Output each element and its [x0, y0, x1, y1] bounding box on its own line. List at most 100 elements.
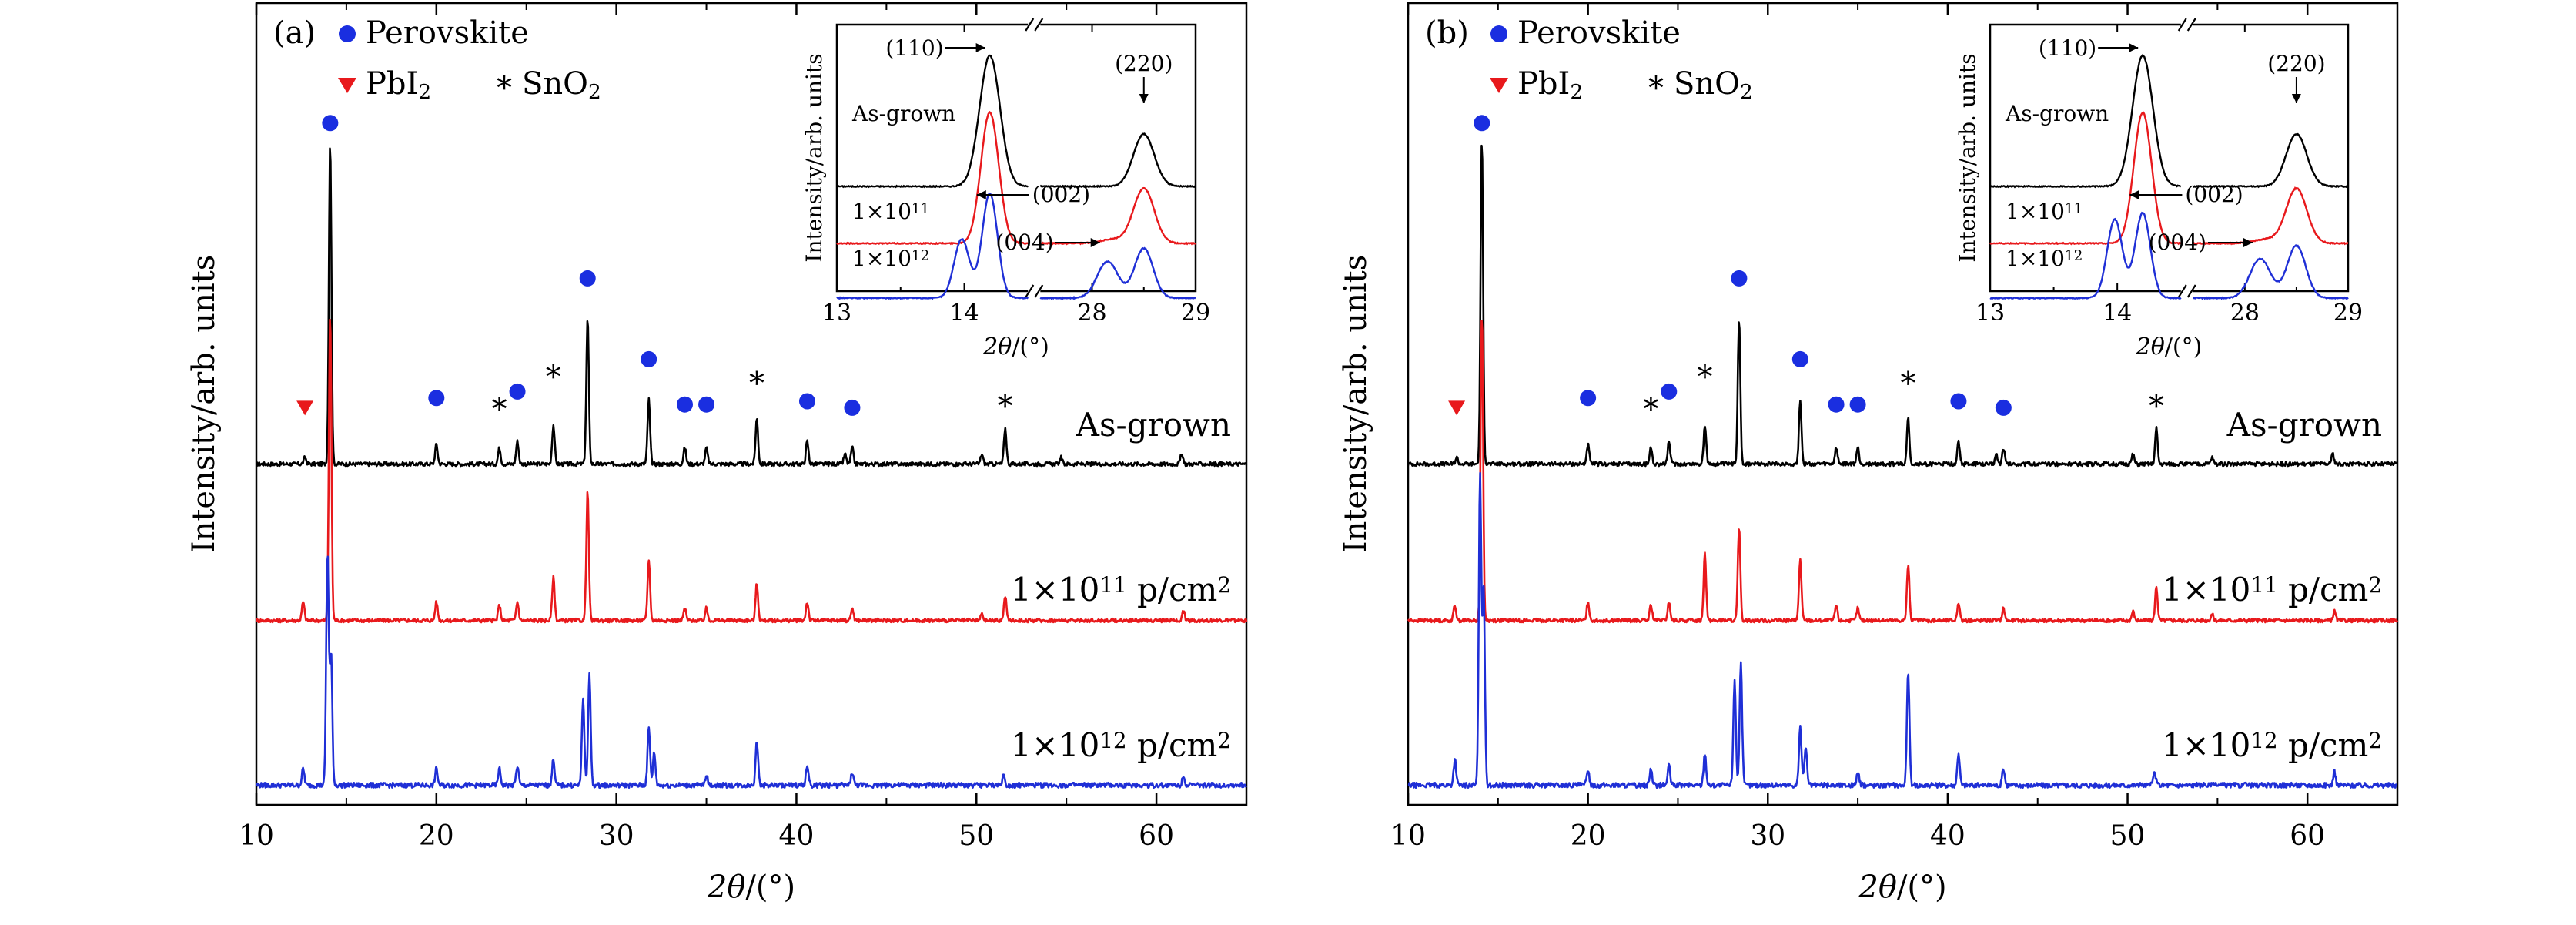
inset-arrow-004-head	[2243, 238, 2253, 247]
series-line-0	[256, 147, 1248, 468]
axis-break-mark	[1025, 284, 1035, 298]
y-axis-label: Intensity/arb. units	[1338, 255, 1373, 553]
sno2-marker: *	[998, 389, 1013, 424]
inset: 13 14 28 29 2θ/(°) Intensity/arb. units As-gro…	[801, 18, 1210, 360]
panel-a: 10 20 30 40 50 60 2θ/(°) Intensity/arb. units (a…	[186, 2, 1248, 905]
inset-x-axis-label: 2θ/(°)	[982, 333, 1049, 360]
x-tick-label: 30	[1750, 820, 1785, 852]
x-axis-label: 2θ/(°)	[1858, 870, 1946, 905]
inset-frame	[1989, 23, 2350, 293]
sno2-marker: *	[492, 392, 507, 427]
x-tick-label: 30	[599, 820, 634, 852]
pbi2-marker	[296, 400, 314, 416]
perovskite-marker	[698, 396, 715, 413]
inset-x-tick-label: 29	[2333, 300, 2363, 327]
axis-break-mark	[1025, 18, 1035, 32]
inset-annotation-110: (110)	[885, 35, 943, 61]
inset-series-label-1: 1×1011	[2006, 199, 2083, 224]
inset-x-tick-label: 13	[1975, 300, 2005, 327]
legend-sno2-marker: *	[497, 71, 512, 106]
legend-perovskite-marker	[339, 25, 356, 42]
series-label-2: 1×1012 p/cm2	[2162, 726, 2382, 764]
sno2-marker: *	[546, 360, 561, 395]
legend-sno2-marker: *	[1648, 71, 1664, 106]
x-tick-label: 60	[1139, 820, 1174, 852]
inset-annotation-004: (004)	[995, 230, 1053, 255]
legend-sno2-label: SnO2	[522, 66, 601, 104]
inset-arrow-002-head	[976, 190, 986, 199]
inset-arrow-220-head	[1139, 94, 1149, 103]
inset-annotation-110: (110)	[2039, 35, 2096, 61]
axis-break-mark	[2186, 284, 2196, 298]
inset-x-axis-label: 2θ/(°)	[2136, 333, 2203, 360]
plot-frame	[255, 2, 1248, 806]
legend-pbi2-marker	[338, 78, 356, 93]
inset-series-line-0	[2193, 132, 2349, 189]
x-tick-label: 20	[1571, 820, 1606, 852]
inset-y-axis-label: Intensity/arb. units	[801, 53, 827, 262]
legend-pbi2-marker	[1490, 78, 1508, 93]
inset-x-tick-label: 29	[1181, 300, 1210, 327]
inset-series-line-2	[836, 193, 1029, 300]
series-label-0: As-grown	[2226, 406, 2382, 444]
perovskite-marker	[1661, 383, 1678, 400]
series-label-2: 1×1012 p/cm2	[1011, 726, 1231, 764]
y-axis-label: Intensity/arb. units	[186, 255, 222, 553]
perovskite-marker	[1580, 390, 1597, 407]
inset-series-line-0	[836, 54, 1029, 189]
inset-series-line-1	[1989, 111, 2182, 246]
inset-x-tick-label: 14	[949, 300, 979, 327]
series-line-1	[255, 318, 1248, 624]
perovskite-marker	[798, 393, 815, 410]
inset-series-line-2	[2193, 243, 2349, 300]
series-label-0: As-grown	[1076, 406, 1231, 444]
sno2-marker: *	[1698, 360, 1713, 395]
perovskite-marker	[1995, 399, 2012, 416]
inset-series-line-1	[2192, 186, 2349, 246]
inset-series-line-1	[836, 110, 1029, 246]
perovskite-marker	[428, 390, 445, 407]
x-tick-label: 60	[2290, 820, 2325, 852]
axis-break-gap-bottom	[1028, 288, 1041, 294]
x-tick-label: 10	[239, 820, 274, 852]
sno2-marker: *	[749, 367, 764, 402]
inset-arrow-110-head	[975, 43, 985, 52]
x-tick-label: 10	[1390, 820, 1426, 852]
inset-series-line-2	[1989, 211, 2182, 300]
panel-label: (b)	[1425, 15, 1469, 51]
inset-x-tick-label: 28	[2230, 300, 2260, 327]
axis-break-gap-top	[2180, 22, 2193, 28]
inset-frame	[835, 23, 1197, 293]
inset-series-line-0	[1989, 53, 2182, 189]
x-tick-label: 20	[419, 820, 454, 852]
inset-series-label-0: As-grown	[2005, 101, 2109, 126]
axis-break-mark	[1034, 18, 1044, 32]
x-tick-label: 50	[958, 820, 994, 852]
x-tick-label: 40	[779, 820, 815, 852]
plot-frame	[1407, 2, 2399, 806]
inset: 13 14 28 29 2θ/(°) Intensity/arb. units As-gro…	[1955, 18, 2363, 360]
pbi2-marker	[1448, 400, 1466, 416]
inset-arrow-004-head	[1090, 238, 1100, 247]
inset-annotation-002: (002)	[1032, 182, 1090, 207]
inset-annotation-220: (220)	[1115, 51, 1173, 76]
series-line-1	[1407, 320, 2399, 624]
series-line-2	[1407, 471, 2398, 789]
perovskite-marker	[509, 383, 526, 400]
sno2-marker: *	[1901, 367, 1916, 402]
inset-series-label-2: 1×1012	[2006, 246, 2083, 271]
axis-break-mark	[2177, 18, 2187, 32]
panel-label: (a)	[273, 15, 316, 51]
legend-perovskite-marker	[1490, 25, 1507, 42]
inset-series-label-1: 1×1011	[852, 199, 929, 224]
series-line-2	[255, 555, 1247, 789]
perovskite-marker	[676, 396, 693, 413]
perovskite-marker	[1828, 396, 1845, 413]
series-line-0	[1407, 144, 2399, 468]
inset-series-label-0: As-grown	[851, 101, 955, 126]
legend-pbi2-label: PbI2	[366, 66, 431, 104]
sno2-marker: *	[2149, 389, 2164, 424]
axis-break-mark	[1034, 284, 1044, 298]
inset-series-label-2: 1×1012	[852, 246, 929, 271]
